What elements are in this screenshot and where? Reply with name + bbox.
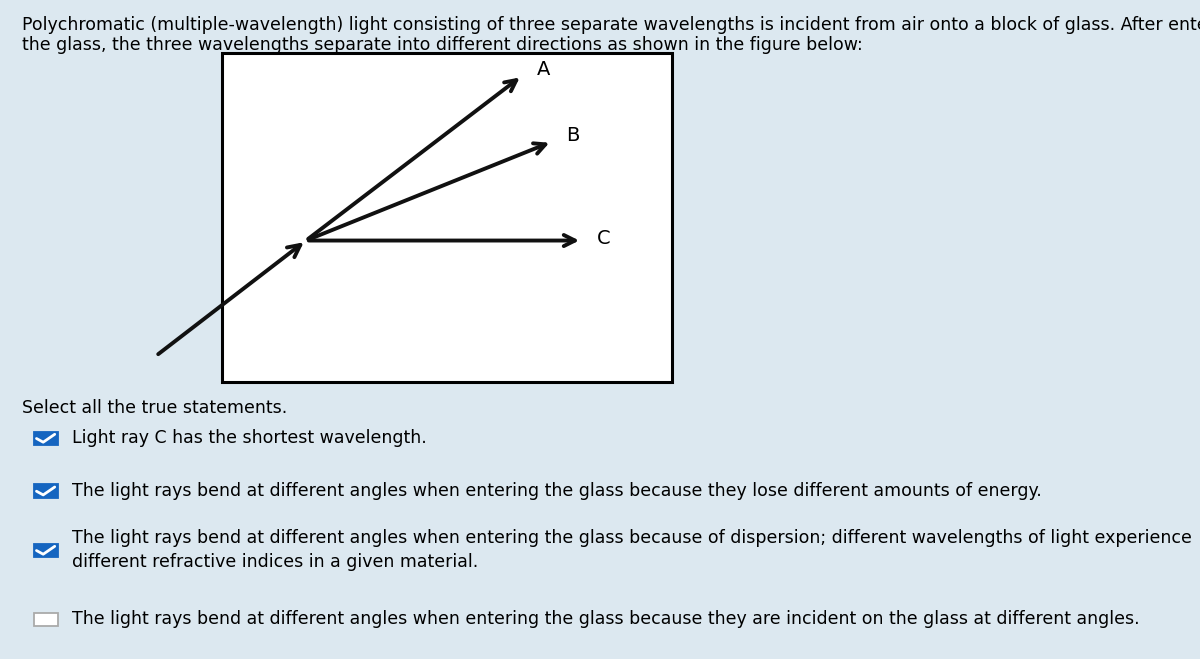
Text: Polychromatic (multiple-wavelength) light consisting of three separate wavelengt: Polychromatic (multiple-wavelength) ligh… [22,16,1200,34]
Bar [34,544,58,557]
Text: B: B [566,126,580,144]
Text: the glass, the three wavelengths separate into different directions as shown in : the glass, the three wavelengths separat… [22,36,863,54]
Bar [34,613,58,626]
Text: Light ray C has the shortest wavelength.: Light ray C has the shortest wavelength. [72,429,427,447]
Text: Select all the true statements.: Select all the true statements. [22,399,287,416]
Text: The light rays bend at different angles when entering the glass because of dispe: The light rays bend at different angles … [72,529,1192,571]
Bar [34,432,58,445]
Text: A: A [536,60,550,78]
Bar [34,484,58,498]
Text: The light rays bend at different angles when entering the glass because they are: The light rays bend at different angles … [72,610,1140,629]
Bar [222,53,672,382]
Text: The light rays bend at different angles when entering the glass because they los: The light rays bend at different angles … [72,482,1042,500]
Text: C: C [596,229,610,248]
